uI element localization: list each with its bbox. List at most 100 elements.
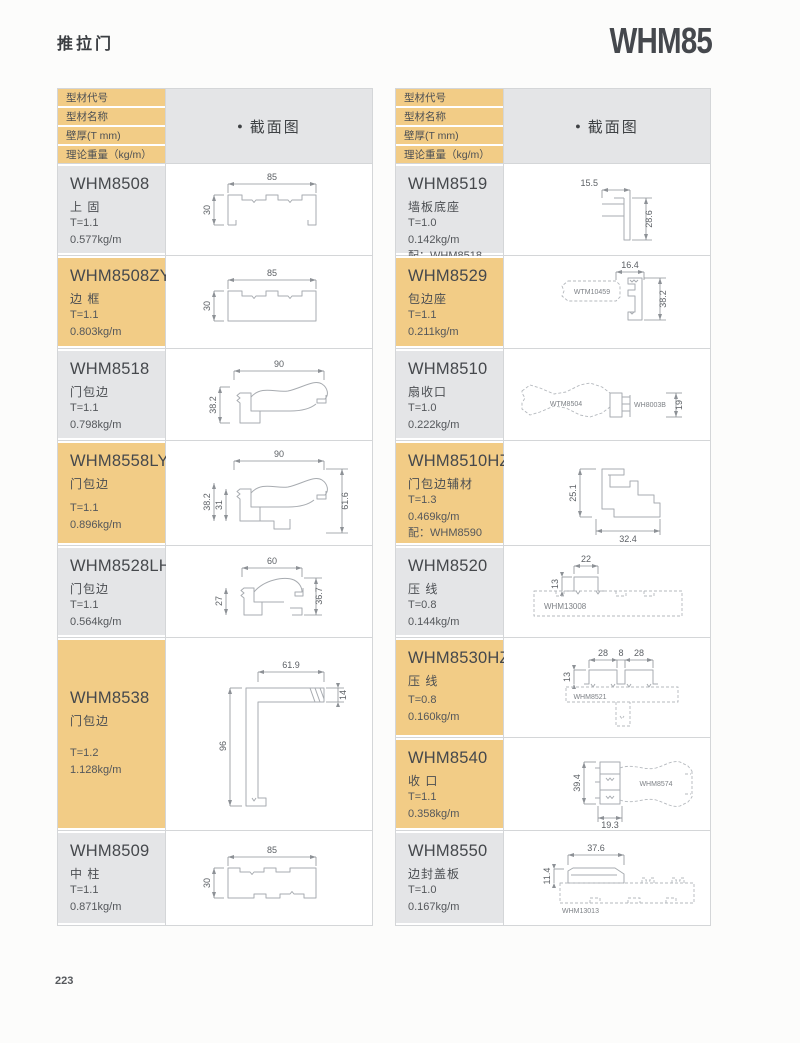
svg-text:60: 60: [267, 556, 277, 566]
table-row: WHM8550 边封盖板 T=1.0 0.167kg/m 37.6 11.4: [396, 830, 710, 925]
svg-text:39.4: 39.4: [572, 774, 582, 792]
profile-info: WHM8518 门包边 T=1.1 0.798kg/m: [58, 349, 166, 440]
profile-weight: 0.142kg/m: [408, 233, 460, 246]
profile-model: WHM8550: [408, 842, 488, 860]
profile-info: WHM8538 门包边 T=1.2 1.128kg/m: [58, 638, 166, 830]
profile-model: WHM8510HZW: [408, 452, 526, 470]
profile-model: WHM8529: [408, 267, 488, 285]
svg-text:28: 28: [598, 648, 608, 658]
profile-model: WHM8509: [70, 842, 150, 860]
svg-text:14: 14: [338, 690, 348, 700]
section-drawing: WTM8504 WH8003B 19: [504, 349, 710, 440]
profile-name: 压 线: [408, 582, 439, 596]
table-header: 型材代号 型材名称 壁厚(T mm) 理论重量（kg/m） ● 截面图: [58, 89, 372, 163]
profile-spec: T=1.1 0.803kg/m: [70, 307, 159, 340]
profile-name: 压 线: [408, 674, 439, 688]
section-drawing: 90 38.2: [166, 349, 372, 440]
profile-thickness: T=1.2: [70, 747, 99, 759]
profile-info: WHM8530HZW 压 线 T=0.8 0.160kg/m: [396, 638, 525, 737]
category-title: 推拉门: [57, 36, 115, 53]
svg-text:27: 27: [214, 596, 224, 606]
section-drawing: 85 30: [166, 831, 372, 925]
svg-text:61.9: 61.9: [282, 660, 300, 670]
profile-info: WHM8558LYD 门包边 T=1.1 0.896kg/m: [58, 441, 181, 545]
header-theoretical-weight: 理论重量（kg/m）: [396, 146, 503, 163]
profile-spec: T=1.1 0.564kg/m: [70, 597, 159, 630]
table-row: WHM8519 墙板底座 T=1.0 0.142kg/m 配：WHM8518 1…: [396, 163, 710, 262]
profile-thickness: T=1.0: [408, 402, 437, 414]
profile-weight: 1.128kg/m: [70, 763, 122, 776]
profile-info: WHM8550 边封盖板 T=1.0 0.167kg/m: [396, 831, 504, 925]
table-row: WHM8509 中 柱 T=1.1 0.871kg/m 85 30: [58, 830, 372, 925]
profile-thickness: T=1.1: [70, 309, 99, 321]
svg-text:61.6: 61.6: [340, 492, 350, 510]
svg-text:30: 30: [202, 878, 212, 888]
table-row: WHM8540 收 口 T=1.1 0.358kg/m 39.4 19.3: [396, 737, 710, 830]
page-number: 223: [55, 975, 74, 987]
profile-name: 扇收口: [408, 385, 448, 399]
profile-name: 门包边: [70, 582, 110, 596]
profile-info: WHM8510 扇收口 T=1.0 0.222kg/m: [396, 349, 504, 440]
svg-text:30: 30: [202, 205, 212, 215]
profile-weight: 0.803kg/m: [70, 325, 122, 338]
table-row: WHM8518 门包边 T=1.1 0.798kg/m 90 38.2: [58, 348, 372, 440]
profile-thickness: T=0.8: [408, 599, 437, 611]
profile-model: WHM8520: [408, 557, 488, 575]
svg-text:WHM13013: WHM13013: [562, 908, 599, 915]
profile-info: WHM8540 收 口 T=1.1 0.358kg/m: [396, 738, 504, 830]
series-title: WHM85: [609, 20, 712, 61]
profile-spec: T=0.8 0.160kg/m: [408, 692, 497, 725]
svg-text:13: 13: [562, 672, 572, 682]
bullet-icon: ●: [575, 121, 581, 131]
profile-weight: 0.577kg/m: [70, 233, 122, 246]
profile-model: WHM8538: [70, 689, 150, 707]
profile-name: 门包边辅材: [408, 477, 474, 491]
svg-text:WTM10459: WTM10459: [574, 289, 610, 296]
profile-thickness: T=1.0: [408, 884, 437, 896]
section-drawing: 39.4 19.3 WHM8574: [504, 738, 710, 830]
profile-thickness: T=1.1: [70, 884, 99, 896]
table-row: WHM8510HZW 门包边辅材 T=1.3 0.469kg/m 配：WHM85…: [396, 440, 710, 545]
profile-spec: T=1.2 1.128kg/m: [70, 745, 159, 778]
profile-model: WHM8508: [70, 175, 150, 193]
svg-text:37.6: 37.6: [587, 843, 605, 853]
profile-name: 边封盖板: [408, 867, 461, 881]
profile-weight: 0.564kg/m: [70, 615, 122, 628]
profile-info: WHM8520 压 线 T=0.8 0.144kg/m: [396, 546, 504, 637]
svg-text:19.3: 19.3: [601, 820, 619, 830]
profile-info: WHM8519 墙板底座 T=1.0 0.142kg/m 配：WHM8518: [396, 164, 504, 262]
table-row: WHM8520 压 线 T=0.8 0.144kg/m 22 13 W: [396, 545, 710, 637]
section-drawing: 61.9 96 14: [166, 638, 372, 830]
profile-weight: 0.144kg/m: [408, 615, 460, 628]
svg-text:30: 30: [202, 301, 212, 311]
header-profile-code: 型材代号: [396, 89, 503, 106]
svg-text:90: 90: [274, 449, 284, 459]
table-header: 型材代号 型材名称 壁厚(T mm) 理论重量（kg/m） ● 截面图: [396, 89, 710, 163]
profile-table-right: 型材代号 型材名称 壁厚(T mm) 理论重量（kg/m） ● 截面图 WHM8…: [395, 88, 711, 926]
profile-model: WHM8510: [408, 360, 488, 378]
profile-spec: T=1.1 0.871kg/m: [70, 882, 159, 915]
profile-weight: 0.222kg/m: [408, 418, 460, 431]
svg-text:38.2: 38.2: [658, 290, 668, 308]
svg-text:22: 22: [581, 554, 591, 564]
profile-info: WHM8528LHC 门包边 T=1.1 0.564kg/m: [58, 546, 183, 637]
section-drawing: 60 27 36.7: [166, 546, 372, 637]
section-drawing: 22 13 WHM13008: [504, 546, 710, 637]
svg-text:16.4: 16.4: [621, 260, 639, 270]
table-row: WHM8510 扇收口 T=1.0 0.222kg/m WTM8504 WH80…: [396, 348, 710, 440]
profile-weight: 0.167kg/m: [408, 900, 460, 913]
profile-thickness: T=1.1: [408, 309, 437, 321]
table-row: WHM8528LHC 门包边 T=1.1 0.564kg/m 60 27 36.…: [58, 545, 372, 637]
table-row: WHM8538 门包边 T=1.2 1.128kg/m 61.9 96: [58, 637, 372, 830]
profile-info: WHM8508 上 固 T=1.1 0.577kg/m: [58, 164, 166, 255]
svg-text:85: 85: [267, 172, 277, 182]
svg-text:WH8003B: WH8003B: [634, 402, 666, 409]
svg-text:28.6: 28.6: [644, 210, 654, 228]
profile-weight: 0.871kg/m: [70, 900, 122, 913]
profile-name: 上 固: [70, 200, 101, 214]
table-row: WHM8530HZW 压 线 T=0.8 0.160kg/m 28 8 28: [396, 637, 710, 737]
profile-thickness: T=1.0: [408, 217, 437, 229]
section-diagram-header: ● 截面图: [166, 89, 372, 163]
profile-spec: T=1.1 0.798kg/m: [70, 400, 159, 433]
